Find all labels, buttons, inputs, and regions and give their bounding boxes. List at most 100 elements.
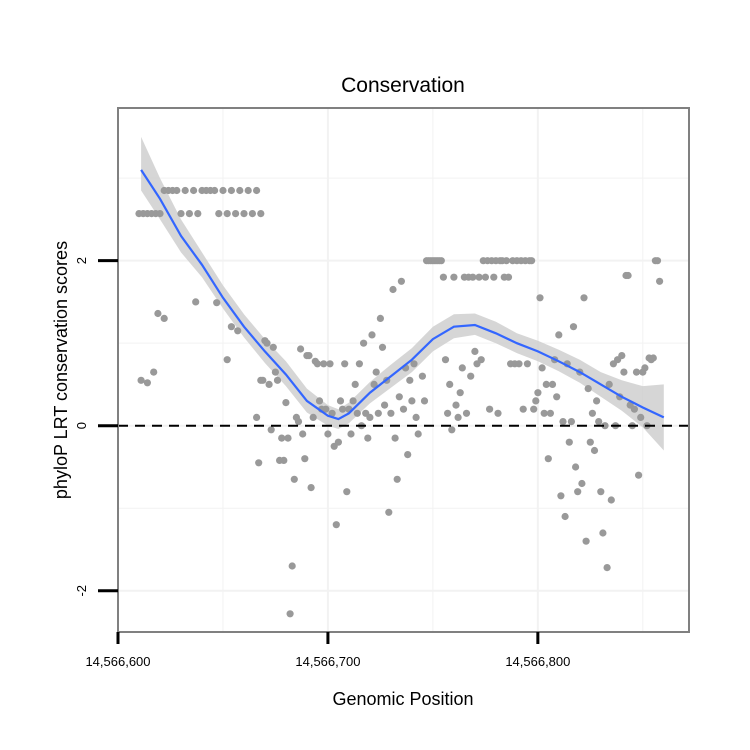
data-point [269, 343, 277, 351]
data-point [565, 438, 573, 446]
data-point [150, 368, 158, 376]
data-point [456, 389, 464, 397]
data-point [343, 488, 351, 496]
data-point [637, 413, 645, 421]
data-point [305, 352, 313, 360]
data-point [408, 397, 416, 405]
data-point [607, 496, 615, 504]
data-point [213, 299, 221, 307]
data-point [334, 438, 342, 446]
data-point [227, 323, 235, 331]
data-point [448, 426, 456, 434]
data-point [515, 360, 523, 368]
panel-border [117, 107, 690, 633]
data-point [143, 379, 151, 387]
data-point [253, 186, 261, 195]
data-point [322, 405, 330, 413]
data-point [559, 418, 567, 426]
data-point [471, 347, 479, 355]
data-point [502, 257, 510, 265]
data-point [368, 331, 376, 339]
data-point [584, 385, 592, 393]
data-point [567, 418, 576, 426]
data-point [324, 430, 332, 438]
data-point [528, 257, 536, 265]
data-point [320, 360, 328, 368]
data-point [444, 409, 452, 417]
data-point [374, 409, 382, 417]
data-point [156, 210, 164, 218]
data-point [420, 397, 429, 405]
data-point [284, 434, 292, 442]
x-axis: 14,566,600 14,566,700 14,566,800 [85, 632, 570, 669]
data-point [586, 438, 594, 446]
data-point [452, 401, 460, 409]
data-point [353, 409, 361, 417]
data-point [572, 463, 580, 471]
data-point [349, 397, 357, 405]
data-point [446, 380, 454, 388]
data-point [137, 376, 145, 384]
data-point [582, 537, 590, 545]
data-point [219, 186, 227, 195]
data-point [395, 393, 403, 401]
data-point [481, 273, 489, 281]
chart-title: Conservation [341, 74, 465, 97]
data-point [536, 294, 544, 302]
smooth-trend-line [140, 169, 665, 421]
data-point [467, 372, 475, 380]
data-point [286, 610, 294, 618]
data-point [439, 273, 447, 281]
data-point [185, 210, 193, 218]
data-point [538, 364, 546, 372]
data-point [412, 413, 420, 421]
data-point [273, 376, 282, 384]
data-point [177, 210, 185, 218]
data-point [391, 434, 399, 442]
data-point [341, 360, 349, 368]
data-point [234, 327, 242, 335]
data-point [190, 186, 198, 195]
data-point [364, 434, 372, 442]
data-point [641, 364, 649, 372]
data-point [315, 397, 324, 405]
data-point [257, 210, 265, 218]
data-point [387, 409, 395, 417]
data-point [192, 298, 200, 306]
data-point [240, 210, 248, 218]
data-point [223, 356, 231, 364]
data-point [271, 368, 279, 376]
data-point [173, 186, 181, 195]
data-point [253, 413, 261, 421]
data-point [486, 405, 494, 413]
data-point [553, 393, 561, 401]
data-point [454, 413, 462, 421]
x-tick-label: 14,566,700 [295, 654, 360, 669]
data-point [381, 401, 389, 409]
data-point [649, 354, 657, 362]
data-point [475, 273, 483, 281]
y-axis-label: phyloP LRT conservation scores [51, 241, 71, 499]
data-point [376, 314, 384, 322]
data-point [339, 405, 347, 413]
data-point [544, 455, 552, 463]
data-point [597, 488, 605, 496]
data-point [313, 360, 321, 368]
data-point [490, 273, 498, 281]
data-point [301, 455, 309, 463]
data-point [630, 405, 639, 413]
data-point [259, 376, 267, 384]
data-point [223, 210, 231, 218]
data-point [406, 376, 414, 384]
data-point [278, 434, 286, 442]
data-point [370, 380, 378, 388]
data-point [458, 364, 466, 372]
data-point [620, 368, 628, 376]
data-point [561, 512, 569, 521]
data-point [569, 323, 578, 331]
data-point [372, 368, 380, 376]
data-point [548, 380, 557, 388]
data-point [309, 413, 317, 421]
data-point [255, 459, 263, 467]
